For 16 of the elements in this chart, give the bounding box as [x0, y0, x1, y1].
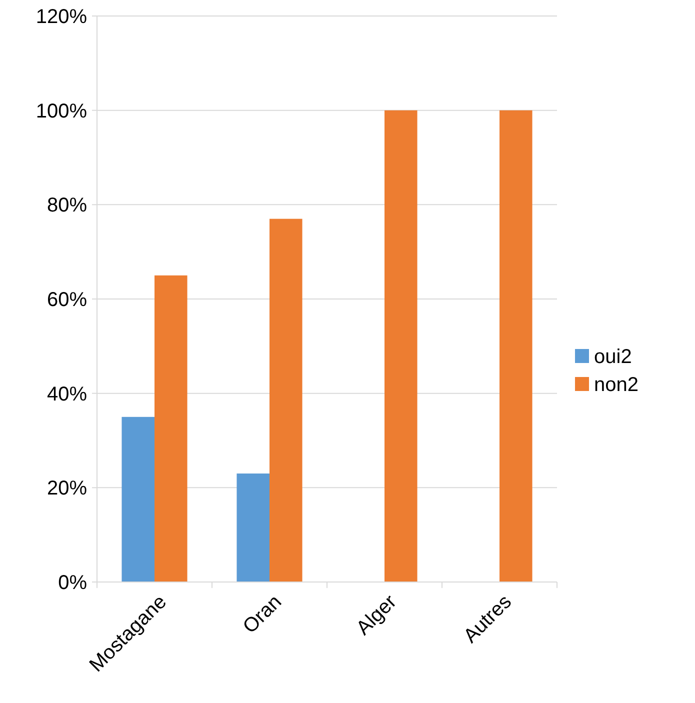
legend-label: oui2	[594, 346, 632, 368]
bar	[122, 416, 154, 582]
legend-label: non2	[594, 374, 638, 396]
bar	[384, 110, 418, 582]
bar	[236, 474, 270, 582]
y-tick-label: 40%	[46, 383, 88, 406]
y-tick-label: 20%	[46, 478, 88, 500]
y-tick-label: 0%	[58, 572, 88, 594]
y-tick-label: 80%	[46, 194, 88, 217]
y-tick-label: 60%	[46, 289, 88, 311]
x-tick-label: Oran	[238, 590, 286, 638]
bar	[154, 275, 188, 582]
y-tick-label: 120%	[36, 6, 88, 28]
y-tick-label: 100%	[36, 100, 88, 122]
bar	[270, 218, 302, 582]
bar	[500, 110, 532, 582]
